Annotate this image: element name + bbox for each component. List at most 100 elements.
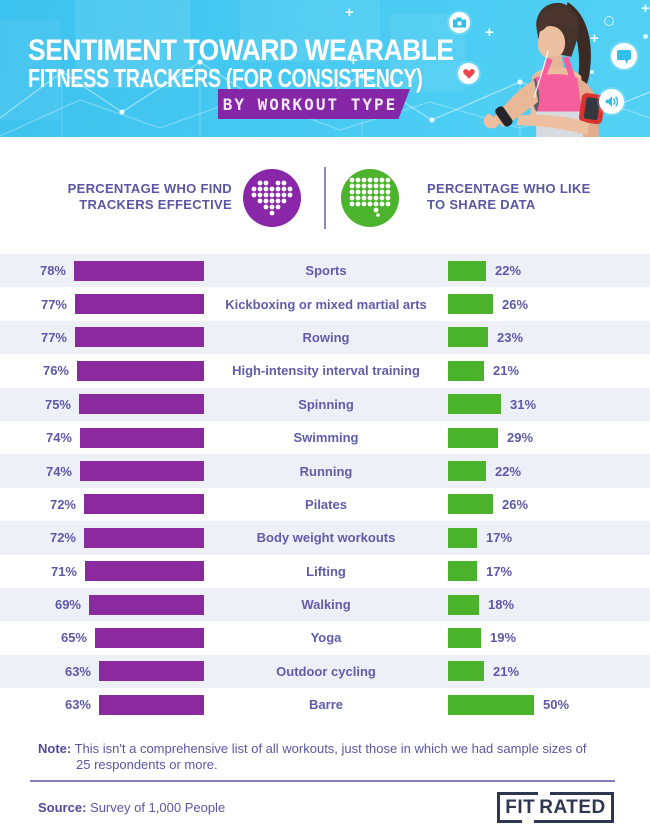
effective-percent-label: 77% — [40, 296, 67, 312]
share-percent-label: 19% — [490, 630, 517, 646]
share-bar — [448, 527, 477, 548]
share-percent-label: 22% — [495, 463, 522, 479]
note-label: Note: — [38, 741, 72, 756]
legend-left-label: PERCENTAGE WHO FIND TRACKERS EFFECTIVE — [67, 181, 232, 212]
table-row: 71% Lifting 17% — [0, 555, 650, 588]
share-bar — [448, 661, 484, 682]
effective-percent-label: 69% — [54, 597, 81, 613]
share-bar — [448, 461, 486, 482]
workout-label: High-intensity interval training — [232, 363, 420, 379]
effective-bar — [80, 427, 204, 448]
workout-label: Walking — [301, 597, 351, 613]
effective-bar — [79, 394, 204, 415]
table-row: 72% Body weight workouts 17% — [0, 521, 650, 555]
table-row: 77% Kickboxing or mixed martial arts 26% — [0, 287, 650, 320]
pixel-speech-bubble-icon — [341, 169, 399, 227]
share-percent-label: 50% — [543, 697, 570, 713]
effective-percent-label: 63% — [64, 697, 91, 713]
camera-icon — [449, 12, 470, 33]
effective-bar — [95, 627, 204, 648]
share-bar — [448, 360, 484, 381]
share-bar — [448, 394, 501, 415]
ring-decoration — [604, 16, 614, 26]
dot-decoration — [643, 34, 648, 39]
effective-percent-label: 72% — [49, 496, 76, 512]
share-bar — [448, 294, 493, 315]
workout-label: Barre — [309, 697, 343, 713]
effective-bar — [75, 294, 204, 315]
share-bar — [448, 327, 488, 348]
workout-label: Sports — [305, 263, 347, 279]
heart-icon — [458, 63, 479, 84]
fitrated-logo: FIT RATED — [497, 792, 614, 823]
workout-label: Body weight workouts — [256, 530, 396, 546]
plus-decoration: + — [590, 30, 599, 47]
woman-photo — [483, 1, 606, 137]
subtitle-text: BY WORKOUT TYPE — [222, 94, 398, 114]
legend-divider — [324, 167, 326, 229]
logo-border-gap — [522, 820, 534, 823]
logo-border-gap — [538, 792, 550, 795]
plus-decoration: + — [345, 4, 354, 21]
share-bar — [448, 494, 493, 515]
share-percent-label: 17% — [486, 563, 513, 579]
effective-percent-label: 71% — [50, 563, 77, 579]
effective-percent-label: 75% — [44, 396, 71, 412]
effective-bar — [80, 461, 204, 482]
speech-bubble-icon — [611, 43, 637, 69]
source-label: Source: — [38, 800, 87, 815]
pixel-heart-icon — [243, 169, 301, 227]
effective-bar — [99, 694, 204, 715]
effective-bar — [84, 527, 204, 548]
table-row: 63% Outdoor cycling 21% — [0, 654, 650, 689]
share-percent-label: 21% — [493, 663, 520, 679]
table-row: 63% Barre 50% — [0, 688, 650, 721]
effective-percent-label: 78% — [39, 263, 66, 279]
note-text: Note: This isn't a comprehensive list of… — [38, 741, 587, 772]
table-row: 77% Rowing 23% — [0, 320, 650, 355]
source-text: Source: Survey of 1,000 People — [38, 800, 226, 815]
effective-bar — [75, 327, 204, 348]
share-percent-label: 26% — [502, 296, 529, 312]
plus-decoration: + — [641, 0, 650, 17]
subtitle-ribbon: BY WORKOUT TYPE — [218, 89, 410, 119]
table-row: 72% Pilates 26% — [0, 488, 650, 521]
workout-label: Running — [299, 463, 353, 479]
page-title-line1: SENTIMENT TOWARD WEARABLE — [28, 34, 454, 67]
share-percent-label: 18% — [488, 597, 515, 613]
share-bar — [448, 627, 481, 648]
share-percent-label: 29% — [507, 430, 534, 446]
share-bar — [448, 260, 486, 281]
workout-label: Yoga — [310, 630, 342, 646]
table-row: 69% Walking 18% — [0, 587, 650, 622]
legend-right-label: PERCENTAGE WHO LIKE TO SHARE DATA — [427, 181, 591, 212]
workout-label: Outdoor cycling — [276, 663, 376, 679]
speaker-icon — [599, 89, 624, 114]
effective-percent-label: 76% — [42, 363, 69, 379]
share-bar — [448, 594, 479, 615]
effective-bar — [84, 494, 204, 515]
effective-percent-label: 72% — [49, 530, 76, 546]
plus-decoration: + — [485, 24, 494, 41]
share-percent-label: 17% — [486, 530, 513, 546]
share-percent-label: 23% — [497, 329, 524, 345]
share-bar — [448, 427, 498, 448]
effective-bar — [85, 561, 204, 582]
workout-label: Spinning — [298, 396, 354, 412]
share-percent-label: 26% — [502, 496, 529, 512]
effective-bar — [77, 360, 204, 381]
workout-label: Lifting — [306, 563, 346, 579]
effective-percent-label: 65% — [60, 630, 87, 646]
table-row: 74% Swimming 29% — [0, 421, 650, 454]
effective-percent-label: 63% — [64, 663, 91, 679]
plus-decoration: + — [349, 52, 358, 69]
workout-label: Swimming — [293, 430, 359, 446]
table-row: 78% Sports 22% — [0, 254, 650, 288]
effective-bar — [89, 594, 204, 615]
workout-label: Pilates — [305, 496, 347, 512]
workout-label: Kickboxing or mixed martial arts — [225, 296, 427, 312]
share-bar — [448, 561, 477, 582]
effective-percent-label: 77% — [40, 329, 67, 345]
dot-decoration — [590, 70, 594, 74]
